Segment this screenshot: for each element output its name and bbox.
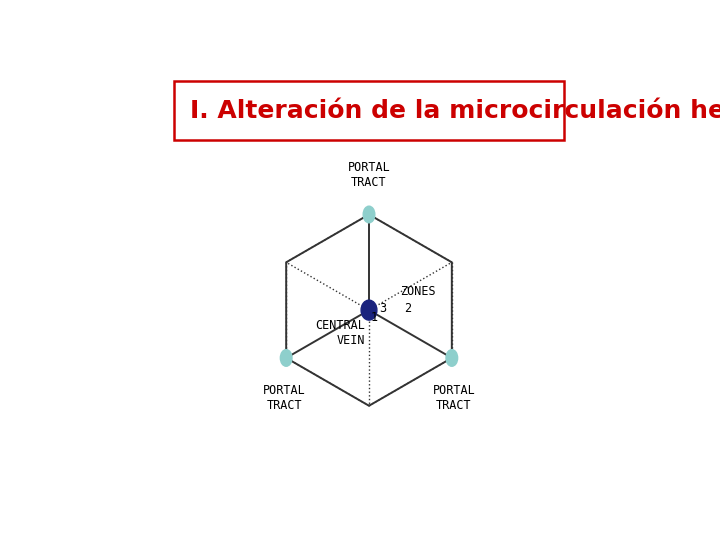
Ellipse shape bbox=[280, 349, 292, 366]
Ellipse shape bbox=[361, 300, 377, 320]
Text: 2: 2 bbox=[405, 301, 411, 314]
Text: 1: 1 bbox=[371, 311, 378, 324]
Text: 3: 3 bbox=[379, 301, 387, 314]
Text: ZONES: ZONES bbox=[400, 285, 436, 298]
Ellipse shape bbox=[363, 206, 375, 223]
Text: I. Alteración de la microcirculación hepática: I. Alteración de la microcirculación hep… bbox=[190, 98, 720, 123]
Ellipse shape bbox=[446, 349, 458, 366]
Text: PORTAL
TRACT: PORTAL TRACT bbox=[348, 161, 390, 188]
FancyBboxPatch shape bbox=[174, 82, 564, 140]
Text: PORTAL
TRACT: PORTAL TRACT bbox=[263, 384, 305, 411]
Text: CENTRAL
VEIN: CENTRAL VEIN bbox=[315, 319, 365, 347]
Text: PORTAL
TRACT: PORTAL TRACT bbox=[433, 384, 475, 411]
